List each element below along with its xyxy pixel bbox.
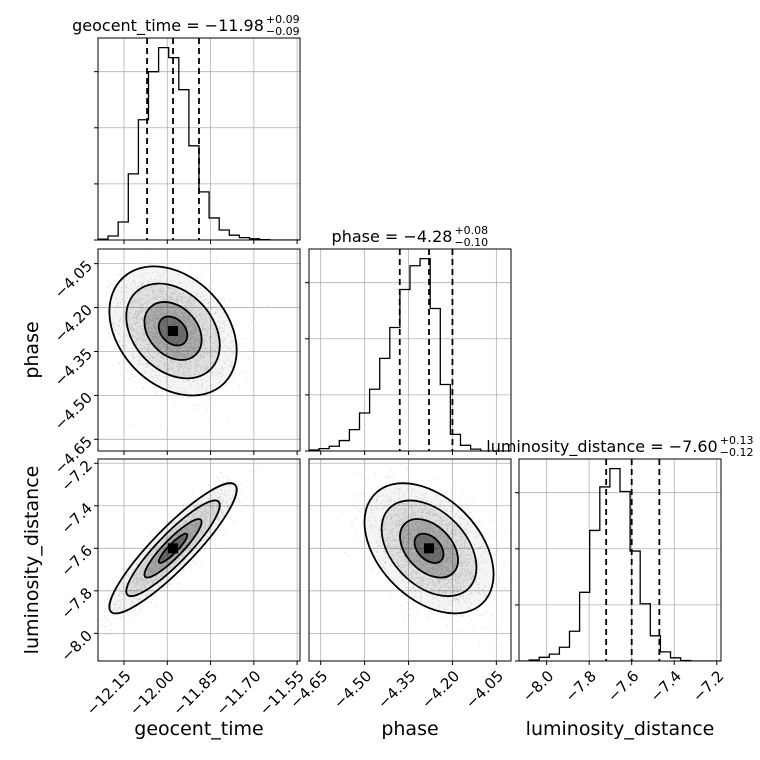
tick-label-x-geocent_time: −11.70 (213, 667, 265, 719)
title-minus-error: −0.10 (454, 236, 488, 249)
density-peak (168, 543, 179, 554)
scatter-points (343, 459, 511, 648)
tick-label-x-luminosity_distance: −8.0 (519, 667, 557, 705)
title-plus-error: +0.13 (720, 434, 754, 447)
tick-label-y-phase: −4.50 (51, 389, 96, 434)
tick-label-x-luminosity_distance: −7.4 (646, 667, 684, 705)
title-main: luminosity_distance = −7.60 (486, 437, 717, 457)
title-main: geocent_time = −11.98 (72, 16, 264, 36)
tick-label-y-phase: −4.05 (51, 257, 96, 302)
scatter-panel-geocent_time-luminosity_distance (98, 459, 300, 661)
axis-label-x-luminosity_distance: luminosity_distance (526, 718, 715, 740)
tick-label-x-phase: −4.50 (330, 667, 375, 712)
density-peak (424, 543, 435, 554)
tick-label-y-luminosity_distance: −7.4 (58, 499, 96, 537)
axis-label-y-luminosity_distance: luminosity_distance (21, 466, 43, 655)
tick-label-y-luminosity_distance: −7.8 (58, 584, 96, 622)
axis-label-x-geocent_time: geocent_time (134, 718, 263, 740)
tick-label-y-phase: −4.35 (51, 345, 96, 390)
tick-label-x-geocent_time: −12.00 (126, 667, 178, 719)
tick-label-y-luminosity_distance: −7.6 (58, 542, 96, 580)
title-main: phase = −4.28 (332, 227, 453, 246)
panel-frame (97, 458, 301, 662)
title-minus-error: −0.12 (720, 446, 754, 459)
title-plus-error: +0.09 (266, 13, 300, 26)
panel-frame (308, 248, 512, 452)
tick-label-x-geocent_time: −11.85 (169, 667, 221, 719)
axis-label-x-phase: phase (381, 718, 438, 740)
panel-frame (97, 37, 301, 241)
hist-panel-luminosity_distance (519, 459, 721, 661)
tick-label-y-phase: −4.20 (51, 301, 96, 346)
scatter-panel-geocent_time-phase (98, 249, 300, 451)
scatter-panel-phase-luminosity_distance (309, 459, 511, 661)
density-peak (168, 325, 179, 336)
tick-label-x-phase: −4.20 (418, 667, 463, 712)
hist-panel-phase (309, 249, 511, 451)
panel-frame (97, 248, 301, 452)
tick-label-x-luminosity_distance: −7.8 (561, 667, 599, 705)
histogram-step (519, 467, 721, 661)
panel-frame (518, 458, 722, 662)
panel-title-geocent_time: geocent_time = −11.98 +0.09−0.09 (72, 13, 300, 38)
tick-label-x-phase: −4.05 (462, 667, 507, 712)
tick-label-x-luminosity_distance: −7.6 (604, 667, 642, 705)
axis-label-y-phase: phase (21, 321, 43, 378)
tick-label-x-geocent_time: −12.15 (83, 667, 135, 719)
tick-label-x-phase: −4.35 (374, 667, 419, 712)
title-minus-error: −0.09 (266, 25, 300, 38)
panel-title-luminosity_distance: luminosity_distance = −7.60 +0.13−0.12 (486, 434, 753, 459)
histogram-step (309, 257, 511, 451)
hist-panel-geocent_time (98, 38, 300, 240)
panel-title-phase: phase = −4.28 +0.08−0.10 (332, 224, 489, 249)
panel-frame (308, 458, 512, 662)
histogram-step (98, 46, 300, 240)
title-plus-error: +0.08 (454, 224, 488, 237)
tick-label-x-luminosity_distance: −7.2 (689, 667, 727, 705)
tick-label-y-luminosity_distance: −8.0 (58, 627, 96, 665)
